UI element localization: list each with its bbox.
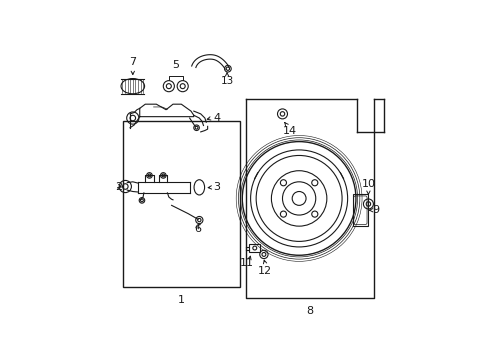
Text: 8: 8 — [306, 306, 313, 316]
Text: 9: 9 — [372, 205, 379, 215]
Text: 12: 12 — [258, 266, 272, 276]
Text: 14: 14 — [282, 126, 296, 136]
Text: 7: 7 — [129, 57, 136, 67]
Text: 1: 1 — [178, 294, 184, 305]
Text: 6: 6 — [194, 224, 201, 234]
Text: 11: 11 — [240, 258, 253, 268]
Bar — [123, 121, 239, 287]
Bar — [352, 194, 367, 226]
Text: 4: 4 — [213, 113, 220, 123]
Bar — [249, 244, 260, 252]
Text: 3: 3 — [213, 183, 220, 192]
Text: 10: 10 — [361, 179, 375, 189]
Text: 13: 13 — [220, 76, 233, 86]
Text: 5: 5 — [172, 59, 179, 69]
Text: 2: 2 — [115, 181, 122, 192]
